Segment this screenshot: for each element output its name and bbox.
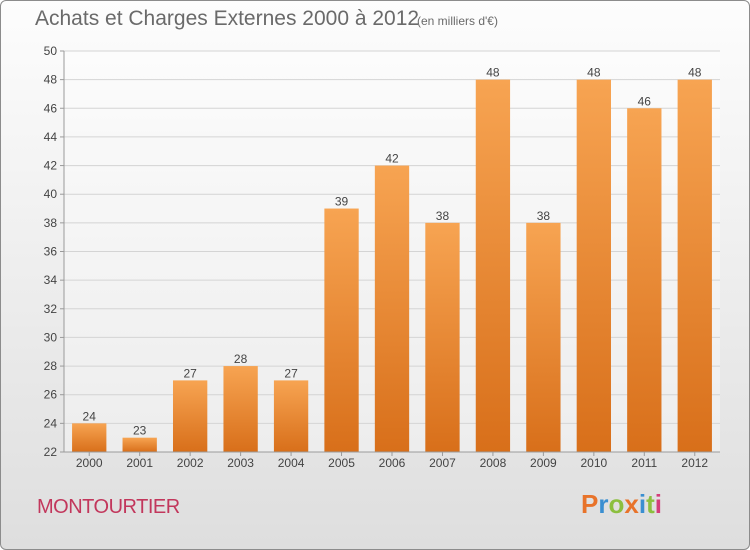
data-label: 28 bbox=[234, 352, 248, 366]
bar-2010 bbox=[576, 79, 612, 453]
y-tick-label: 36 bbox=[44, 245, 58, 259]
x-tick-label: 2006 bbox=[379, 456, 406, 470]
logo-letter: P bbox=[581, 489, 599, 519]
y-tick-label: 48 bbox=[44, 73, 58, 87]
logo-letter: r bbox=[598, 489, 609, 519]
y-tick-label: 38 bbox=[44, 216, 58, 230]
data-label: 24 bbox=[83, 409, 97, 423]
x-axis-ticks: 2000 2001 2002 2003 2004 2005 2006 2007 2008 2009… bbox=[76, 452, 708, 470]
y-tick-label: 30 bbox=[44, 330, 58, 344]
data-label: 48 bbox=[587, 66, 601, 80]
y-tick-label: 22 bbox=[44, 445, 58, 459]
y-axis-ticks: 22 24 26 28 30 32 34 36 38 40 42 44 46 48 50 bbox=[44, 44, 64, 459]
y-tick-label: 42 bbox=[44, 159, 58, 173]
y-tick-label: 28 bbox=[44, 359, 58, 373]
chart-subtitle: (en milliers d'€) bbox=[417, 14, 498, 28]
x-tick-label: 2007 bbox=[429, 456, 456, 470]
logo-letter: o bbox=[608, 489, 625, 519]
data-label: 48 bbox=[688, 66, 702, 80]
logo-letter: t bbox=[646, 489, 655, 519]
bar-2008 bbox=[475, 79, 511, 453]
data-label: 46 bbox=[638, 94, 652, 108]
x-tick-label: 2004 bbox=[278, 456, 305, 470]
x-tick-label: 2005 bbox=[328, 456, 355, 470]
bar-2002 bbox=[172, 380, 208, 452]
x-tick-label: 2008 bbox=[480, 456, 507, 470]
x-tick-label: 2011 bbox=[631, 456, 657, 470]
data-label: 27 bbox=[284, 366, 298, 380]
y-tick-label: 26 bbox=[44, 388, 58, 402]
bar-2004 bbox=[273, 380, 309, 452]
data-labels: 24 23 27 28 27 39 42 38 48 38 48 46 48 bbox=[83, 66, 702, 438]
y-tick-label: 34 bbox=[44, 273, 58, 287]
y-tick-label: 50 bbox=[44, 44, 58, 58]
data-label: 23 bbox=[133, 424, 147, 438]
data-label: 27 bbox=[183, 366, 197, 380]
logo-letter: i bbox=[638, 489, 647, 519]
y-tick-label: 24 bbox=[44, 416, 58, 430]
logo-letter: i bbox=[654, 489, 662, 519]
y-tick-label: 32 bbox=[44, 302, 58, 316]
y-tick-label: 44 bbox=[44, 130, 58, 144]
x-tick-label: 2002 bbox=[177, 456, 204, 470]
y-tick-label: 46 bbox=[44, 101, 58, 115]
proxiti-logo: Proxiti bbox=[581, 489, 662, 520]
chart-title: Achats et Charges Externes 2000 à 2012 bbox=[35, 7, 420, 30]
data-label: 39 bbox=[335, 195, 349, 209]
x-tick-label: 2001 bbox=[126, 456, 153, 470]
bars bbox=[72, 79, 712, 453]
data-label: 48 bbox=[486, 66, 500, 80]
bar-2009 bbox=[526, 222, 561, 452]
x-tick-label: 2009 bbox=[530, 456, 557, 470]
bar-2006 bbox=[374, 165, 410, 453]
data-label: 42 bbox=[385, 152, 399, 166]
x-tick-label: 2000 bbox=[76, 456, 103, 470]
bar-2000 bbox=[72, 423, 107, 452]
bar-2001 bbox=[122, 437, 157, 452]
data-label: 38 bbox=[537, 209, 551, 223]
bar-2007 bbox=[425, 222, 460, 452]
y-tick-label: 40 bbox=[44, 187, 58, 201]
x-tick-label: 2012 bbox=[681, 456, 708, 470]
data-label: 38 bbox=[436, 209, 450, 223]
bar-2003 bbox=[223, 366, 258, 452]
x-tick-label: 2010 bbox=[580, 456, 607, 470]
bar-2012 bbox=[677, 79, 712, 453]
bar-2011 bbox=[627, 108, 662, 453]
place-name: MONTOURTIER bbox=[37, 496, 180, 518]
x-tick-label: 2003 bbox=[227, 456, 254, 470]
logo-letter: x bbox=[624, 489, 639, 519]
bar-2005 bbox=[324, 208, 359, 452]
